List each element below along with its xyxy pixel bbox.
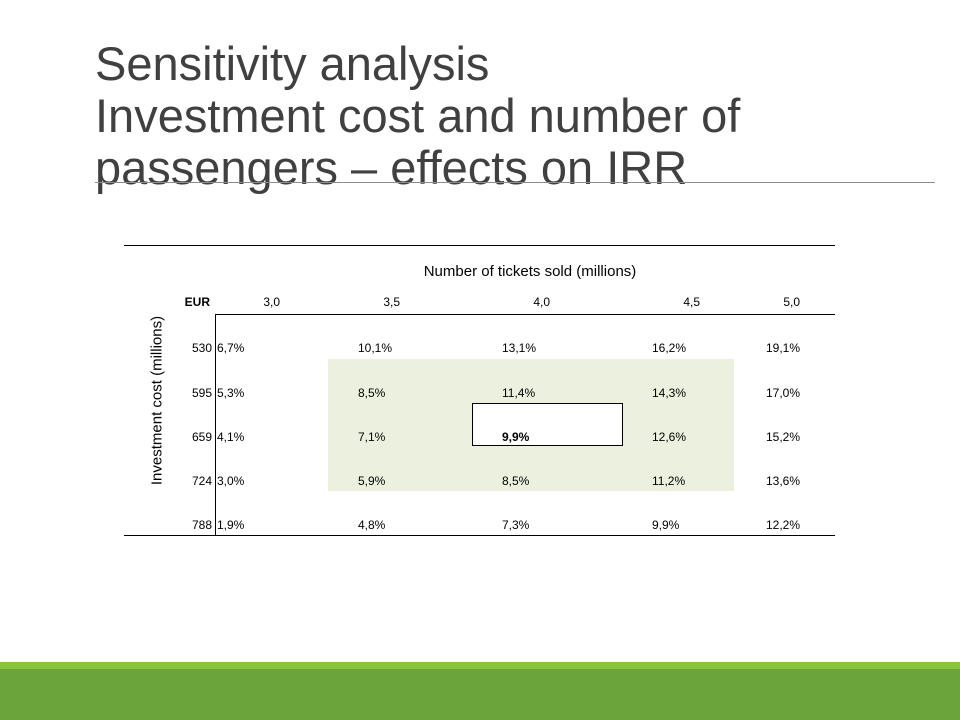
corner-label: EUR: [184, 295, 210, 309]
row-label: 788: [191, 518, 212, 532]
slide-title: Sensitivity analysis Investment cost and…: [95, 38, 935, 194]
column-header: 4,0: [533, 295, 550, 309]
table-cell: 4,8%: [358, 518, 386, 532]
row-label-divider: [215, 314, 216, 536]
table-cell: 15,2%: [766, 430, 801, 444]
footer-accent-bar: [0, 662, 960, 669]
table-cell: 11,2%: [652, 474, 686, 488]
table-cell: 7,3%: [502, 518, 530, 532]
table-cell: 5,3%: [217, 386, 245, 400]
column-header: 5,0: [783, 295, 800, 309]
table-cell: 4,1%: [217, 430, 245, 444]
column-header: 4,5: [683, 295, 700, 309]
title-line-1: Sensitivity analysis: [95, 37, 490, 90]
table-bottom-border: [124, 535, 835, 536]
column-header: 3,0: [263, 295, 280, 309]
table-cell: 7,1%: [358, 430, 386, 444]
column-header: 3,5: [383, 295, 400, 309]
title-line-3: passengers – effects on IRR: [95, 141, 688, 194]
title-divider: [95, 182, 935, 183]
table-cell: 3,0%: [217, 474, 245, 488]
row-label: 595: [191, 386, 212, 400]
table-cell: 13,1%: [502, 341, 537, 355]
base-case-cell: 9,9%: [502, 430, 530, 444]
footer-bar: [0, 669, 960, 720]
table-cell: 8,5%: [502, 474, 530, 488]
table-cell: 17,0%: [766, 386, 801, 400]
table-cell: 16,2%: [652, 341, 687, 355]
table-cell: 8,5%: [358, 386, 386, 400]
table-cell: 12,2%: [766, 518, 801, 532]
row-label: 724: [191, 474, 212, 488]
column-axis-title: Number of tickets sold (millions): [423, 263, 637, 280]
base-case-box: [472, 403, 623, 446]
table-cell: 9,9%: [652, 518, 680, 532]
table-cell: 10,1%: [358, 341, 393, 355]
table-cell: 13,6%: [766, 474, 801, 488]
row-label: 530: [191, 341, 212, 355]
title-line-2: Investment cost and number of: [95, 89, 741, 142]
table-cell: 11,4%: [502, 386, 536, 400]
table-cell: 14,3%: [652, 386, 687, 400]
header-divider: [215, 314, 835, 315]
table-cell: 19,1%: [766, 341, 801, 355]
table-top-border: [124, 245, 835, 246]
table-cell: 5,9%: [358, 474, 386, 488]
table-cell: 6,7%: [217, 341, 245, 355]
row-label: 659: [191, 430, 212, 444]
table-cell: 1,9%: [217, 518, 245, 532]
table-cell: 12,6%: [652, 430, 687, 444]
